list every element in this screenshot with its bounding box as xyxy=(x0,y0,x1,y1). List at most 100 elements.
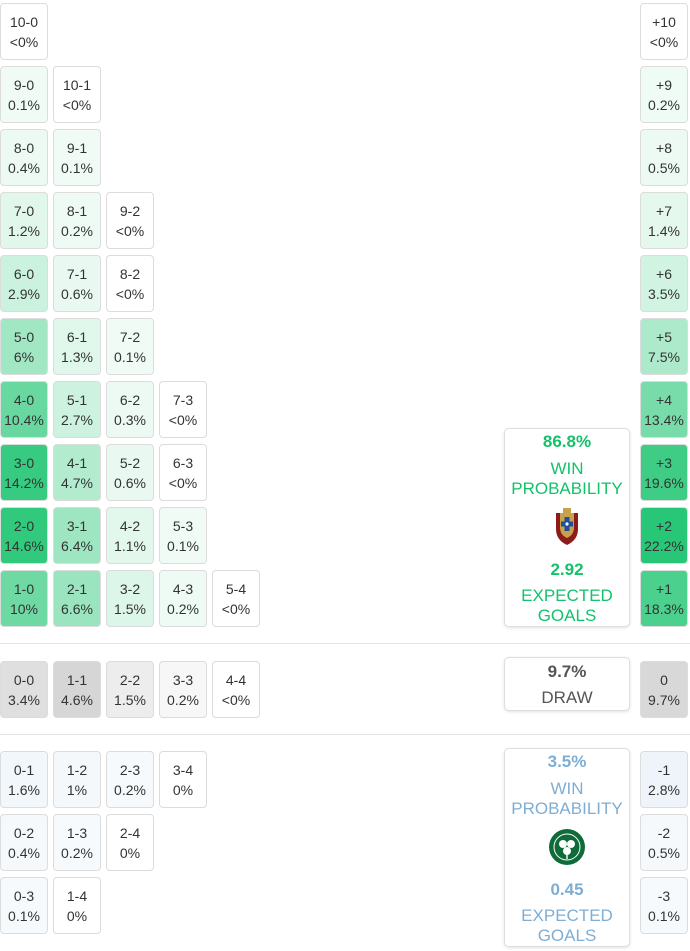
cell-probability: 4.6% xyxy=(61,691,93,708)
margin-cell: +5 7.5% xyxy=(640,318,688,375)
cell-score-label: 1-1 xyxy=(66,671,88,688)
cell-score-label: 4-4 xyxy=(225,671,247,688)
away-xg-value: 0.45 xyxy=(550,879,584,899)
cell-probability: 0.6% xyxy=(114,474,146,491)
cell-probability: 1.1% xyxy=(114,537,146,554)
cell-probability: 0.1% xyxy=(61,159,93,176)
cell-score-label: 2-4 xyxy=(119,824,141,841)
cell-probability: 1.3% xyxy=(61,348,93,365)
scoreline-cell: 1-1 4.6% xyxy=(53,661,101,718)
cell-score-label: 4-0 xyxy=(13,391,35,408)
cell-score-label: -2 xyxy=(657,824,671,841)
cell-probability: 13.4% xyxy=(644,411,684,428)
away-xg-label-2: GOALS xyxy=(537,926,597,945)
away-win-pct: 3.5% xyxy=(547,752,587,771)
cell-score-label: 4-3 xyxy=(172,580,194,597)
cell-score-label: 3-4 xyxy=(172,761,194,778)
scoreline-cell: 3-0 14.2% xyxy=(0,444,48,501)
cell-probability: <0% xyxy=(168,411,198,428)
scoreline-cell: 2-2 1.5% xyxy=(106,661,154,718)
scoreline-cell: 9-2 <0% xyxy=(106,192,154,249)
cell-probability: 0.2% xyxy=(167,691,199,708)
cell-score-label: 9-2 xyxy=(119,202,141,219)
cell-score-label: 9-1 xyxy=(66,139,88,156)
scoreline-cell: 7-3 <0% xyxy=(159,381,207,438)
scoreline-cell: 4-3 0.2% xyxy=(159,570,207,627)
cell-score-label: +5 xyxy=(656,328,672,345)
scoreline-cell: 7-2 0.1% xyxy=(106,318,154,375)
cell-probability: 22.2% xyxy=(644,537,684,554)
cell-probability: <0% xyxy=(115,222,145,239)
cell-score-label: 7-1 xyxy=(66,265,88,282)
cell-score-label: 5-2 xyxy=(119,454,141,471)
cell-probability: 0.2% xyxy=(648,96,680,113)
cell-probability: 6% xyxy=(13,348,35,365)
away-xg-label: EXPECTED xyxy=(521,906,613,925)
cell-score-label: 3-0 xyxy=(13,454,35,471)
cell-probability: 1% xyxy=(66,781,88,798)
margin-cell: +10 <0% xyxy=(640,3,688,60)
cell-probability: <0% xyxy=(115,285,145,302)
cell-score-label: 8-2 xyxy=(119,265,141,282)
cell-score-label: 1-4 xyxy=(66,887,88,904)
cell-score-label: 7-2 xyxy=(119,328,141,345)
cell-score-label: +2 xyxy=(656,517,672,534)
away-summary-card: 3.5% WIN PROBABILITY 0.45 EXPECTED GOALS xyxy=(504,748,630,947)
cell-score-label: 2-3 xyxy=(119,761,141,778)
cell-probability: 2.7% xyxy=(61,411,93,428)
scoreline-cell: 6-0 2.9% xyxy=(0,255,48,312)
margin-cell: +3 19.6% xyxy=(640,444,688,501)
margin-cell: +6 3.5% xyxy=(640,255,688,312)
cell-probability: 6.4% xyxy=(61,537,93,554)
cell-score-label: +8 xyxy=(656,139,672,156)
portugal-crest-icon xyxy=(552,507,582,552)
scoreline-cell: 6-3 <0% xyxy=(159,444,207,501)
cell-probability: 0.1% xyxy=(8,96,40,113)
cell-score-label: +7 xyxy=(656,202,672,219)
cell-probability: 1.5% xyxy=(114,600,146,617)
scoreline-cell: 5-3 0.1% xyxy=(159,507,207,564)
scoreline-cell: 2-1 6.6% xyxy=(53,570,101,627)
cell-score-label: +1 xyxy=(656,580,672,597)
cell-probability: 0.1% xyxy=(167,537,199,554)
scoreline-cell: 1-4 0% xyxy=(53,877,101,934)
cell-score-label: +9 xyxy=(656,76,672,93)
scoreline-cell: 7-0 1.2% xyxy=(0,192,48,249)
margin-cell: +8 0.5% xyxy=(640,129,688,186)
away-win-label: WIN xyxy=(550,778,584,798)
cell-probability: 0.1% xyxy=(648,907,680,924)
margin-cell: -1 2.8% xyxy=(640,751,688,808)
cell-probability: 7.5% xyxy=(648,348,680,365)
cell-score-label: 10-0 xyxy=(9,13,39,30)
cell-probability: 0.1% xyxy=(8,907,40,924)
cell-score-label: 5-4 xyxy=(225,580,247,597)
margin-cell: 0 9.7% xyxy=(640,661,688,718)
cell-score-label: 2-0 xyxy=(13,517,35,534)
scoreline-cell: 0-1 1.6% xyxy=(0,751,48,808)
cell-probability: 19.6% xyxy=(644,474,684,491)
home-summary-card: 86.8% WIN PROBABILITY 2.92 EXPECTED GOAL… xyxy=(504,428,630,627)
cell-score-label: 5-3 xyxy=(172,517,194,534)
cell-probability: 0.5% xyxy=(648,844,680,861)
scoreline-cell: 6-1 1.3% xyxy=(53,318,101,375)
home-win-label: WIN xyxy=(550,458,584,478)
scoreline-cell: 10-0 <0% xyxy=(0,3,48,60)
cell-probability: 0.1% xyxy=(114,348,146,365)
cell-score-label: -3 xyxy=(657,887,671,904)
cell-probability: 0.2% xyxy=(167,600,199,617)
cell-score-label: 2-2 xyxy=(119,671,141,688)
cell-score-label: 5-0 xyxy=(13,328,35,345)
cell-probability: 18.3% xyxy=(644,600,684,617)
draw-pct: 9.7% xyxy=(547,662,587,681)
divider-top xyxy=(0,643,690,644)
home-win-pct: 86.8% xyxy=(542,432,592,451)
cell-probability: 14.2% xyxy=(4,474,44,491)
cell-probability: 1.4% xyxy=(648,222,680,239)
scoreline-cell: 4-0 10.4% xyxy=(0,381,48,438)
cell-score-label: 5-1 xyxy=(66,391,88,408)
scoreline-cell: 2-3 0.2% xyxy=(106,751,154,808)
cell-probability: 10% xyxy=(9,600,39,617)
scoreline-cell: 5-2 0.6% xyxy=(106,444,154,501)
cell-probability: 0.2% xyxy=(61,222,93,239)
cell-probability: 0.2% xyxy=(61,844,93,861)
